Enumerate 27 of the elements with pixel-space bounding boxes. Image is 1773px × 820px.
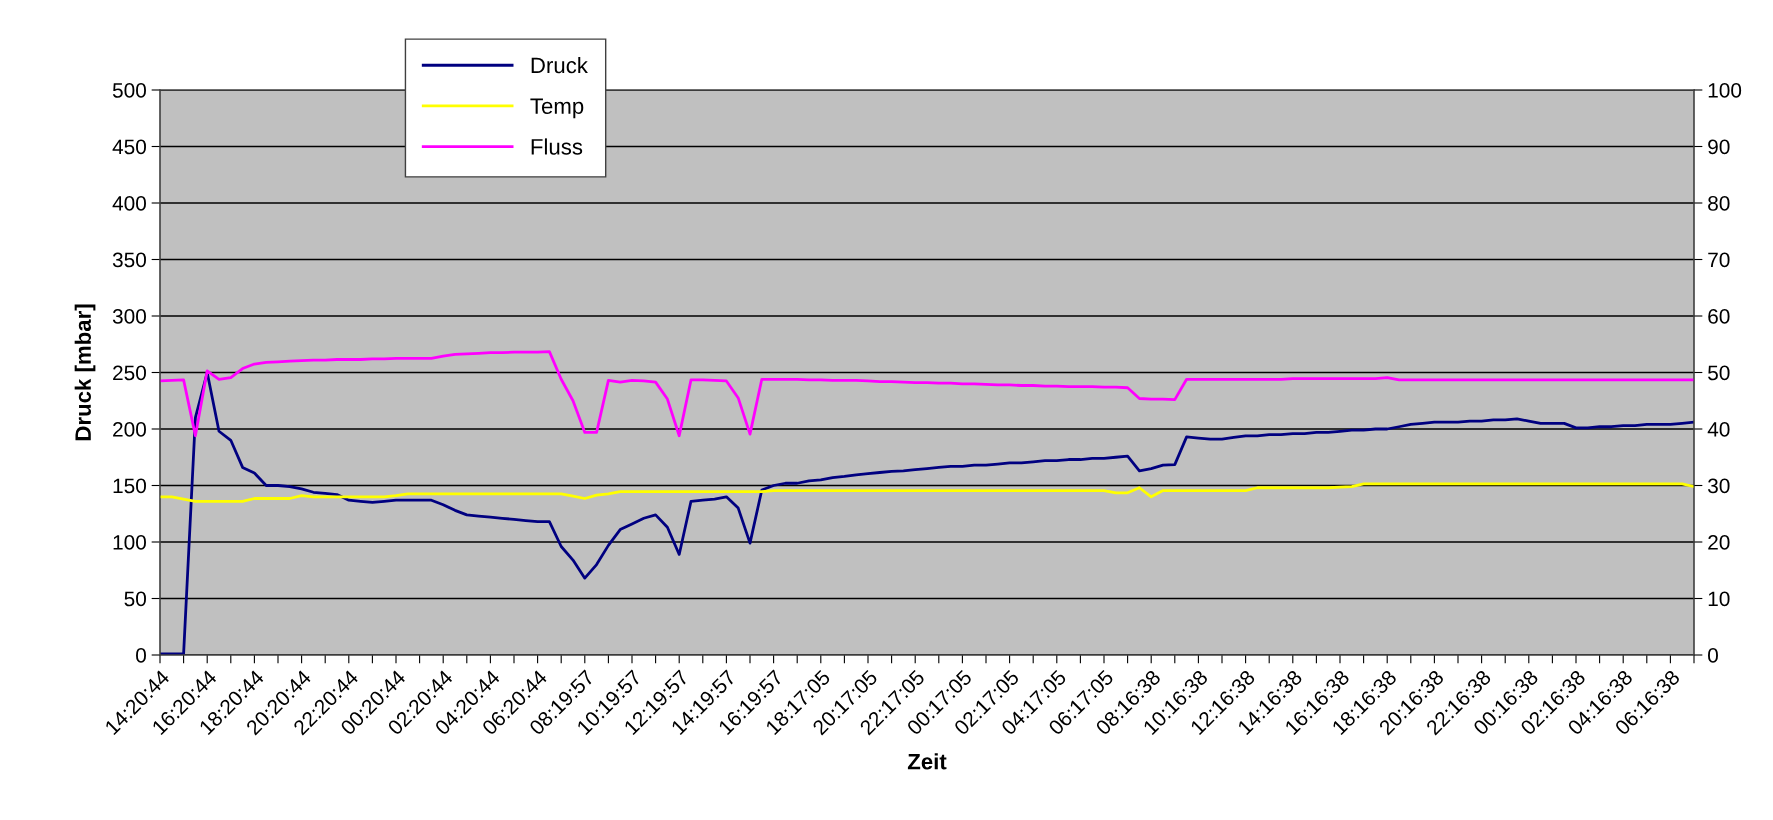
y-tick-label: 400	[112, 196, 146, 211]
y-tick-label: 300	[112, 309, 146, 324]
y2-tick-label: 30	[1707, 478, 1730, 494]
y2-tick-label: 100	[1708, 83, 1742, 98]
y-tick-label: 200	[113, 422, 146, 437]
y-tick-label: 0	[136, 648, 146, 663]
y-tick-label: 350	[112, 252, 146, 268]
y2-tick-label: 70	[1708, 252, 1730, 268]
y-axis-title: Druck [mbar]	[74, 304, 96, 441]
y2-tick-label: 40	[1707, 422, 1730, 437]
y2-tick-label: 0	[1708, 648, 1718, 663]
y2-tick-label: 50	[1708, 365, 1730, 381]
y2-tick-label: 10	[1708, 591, 1730, 607]
legend-label: Temp	[530, 98, 584, 119]
y-tick-label: 100	[113, 535, 146, 550]
y2-tick-label: 60	[1708, 309, 1730, 324]
y2-tick-label: 80	[1708, 196, 1730, 211]
legend-label: Druck	[531, 56, 588, 74]
y-tick-label: 50	[124, 591, 146, 607]
y-tick-label: 150	[113, 478, 146, 494]
y-tick-label: 250	[113, 365, 146, 381]
y2-tick-label: 20	[1708, 535, 1730, 550]
y-tick-label: 500	[112, 83, 146, 98]
y2-tick-label: 90	[1708, 139, 1730, 155]
x-axis-title: Zeit	[907, 753, 947, 770]
legend-label: Fluss	[531, 138, 583, 155]
y-tick-label: 450	[112, 139, 146, 155]
